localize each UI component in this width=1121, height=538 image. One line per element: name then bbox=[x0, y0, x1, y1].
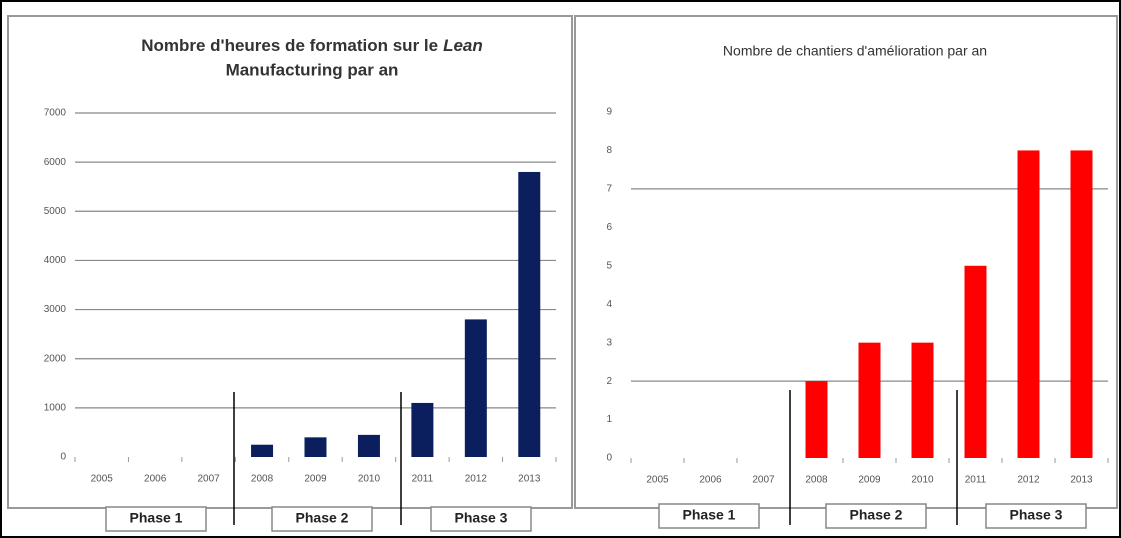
bar bbox=[518, 171, 541, 457]
phase-label: Phase 1 bbox=[683, 507, 736, 523]
y-tick-label: 3 bbox=[606, 337, 612, 348]
bar bbox=[251, 444, 274, 457]
title-italic: Lean bbox=[443, 36, 483, 55]
x-tick-label: 2008 bbox=[805, 475, 828, 486]
bar bbox=[304, 437, 327, 457]
phase-label: Phase 3 bbox=[455, 510, 508, 526]
y-tick-label: 5 bbox=[606, 260, 612, 271]
y-tick-label: 5000 bbox=[44, 206, 67, 217]
bar bbox=[964, 265, 987, 458]
x-tick-label: 2011 bbox=[965, 475, 987, 486]
x-tick-label: 2005 bbox=[646, 475, 669, 486]
bar bbox=[411, 402, 434, 457]
x-tick-label: 2012 bbox=[1017, 475, 1040, 486]
phase-box bbox=[658, 503, 760, 529]
phase-label: Phase 1 bbox=[130, 510, 183, 526]
bar bbox=[464, 319, 487, 457]
x-tick-label: 2009 bbox=[304, 474, 327, 485]
x-tick-label: 2010 bbox=[358, 474, 381, 485]
y-tick-label: 3000 bbox=[44, 304, 67, 315]
y-tick-label: 6000 bbox=[44, 157, 67, 168]
x-tick-label: 2009 bbox=[858, 475, 881, 486]
phase-box bbox=[271, 506, 373, 532]
phase-label: Phase 3 bbox=[1010, 507, 1063, 523]
y-tick-label: 9 bbox=[606, 107, 612, 118]
y-tick-label: 2 bbox=[606, 376, 612, 387]
x-tick-label: 2007 bbox=[752, 475, 775, 486]
x-tick-label: 2013 bbox=[1070, 475, 1093, 486]
bar bbox=[858, 342, 881, 458]
chart-title: Nombre d'heures de formation sur le Lean bbox=[141, 36, 483, 55]
y-tick-label: 4 bbox=[606, 299, 612, 310]
y-tick-label: 2000 bbox=[44, 353, 67, 364]
chart-title: Manufacturing par an bbox=[226, 60, 399, 79]
x-tick-label: 2010 bbox=[911, 475, 934, 486]
phase-label: Phase 2 bbox=[296, 510, 349, 526]
y-tick-label: 4000 bbox=[44, 255, 67, 266]
bar bbox=[1070, 150, 1093, 458]
x-tick-label: 2008 bbox=[251, 474, 274, 485]
bar bbox=[805, 381, 828, 458]
y-tick-label: 7000 bbox=[44, 108, 67, 119]
left-panel bbox=[7, 15, 573, 509]
y-tick-label: 1000 bbox=[44, 402, 67, 413]
y-tick-label: 1 bbox=[606, 414, 612, 425]
x-tick-label: 2012 bbox=[465, 474, 488, 485]
x-tick-label: 2013 bbox=[518, 474, 541, 485]
phase-box bbox=[985, 503, 1087, 529]
x-tick-label: 2007 bbox=[197, 474, 220, 485]
phase-box bbox=[430, 506, 532, 532]
bar bbox=[911, 342, 934, 458]
y-tick-label: 8 bbox=[606, 145, 612, 156]
bar bbox=[1017, 150, 1040, 458]
phase-box bbox=[105, 506, 207, 532]
title-text: Nombre d'heures de formation sur le bbox=[141, 36, 438, 55]
x-tick-label: 2005 bbox=[91, 474, 114, 485]
bar bbox=[357, 434, 380, 457]
y-tick-label: 6 bbox=[606, 222, 612, 233]
phase-label: Phase 2 bbox=[850, 507, 903, 523]
y-tick-label: 7 bbox=[606, 184, 612, 195]
y-tick-label: 0 bbox=[606, 453, 612, 464]
chart-title: Nombre de chantiers d'amélioration par a… bbox=[723, 43, 987, 59]
x-tick-label: 2011 bbox=[412, 474, 434, 485]
x-tick-label: 2006 bbox=[144, 474, 167, 485]
phase-box bbox=[825, 503, 927, 529]
x-tick-label: 2006 bbox=[699, 475, 722, 486]
y-tick-label: 0 bbox=[60, 452, 66, 463]
